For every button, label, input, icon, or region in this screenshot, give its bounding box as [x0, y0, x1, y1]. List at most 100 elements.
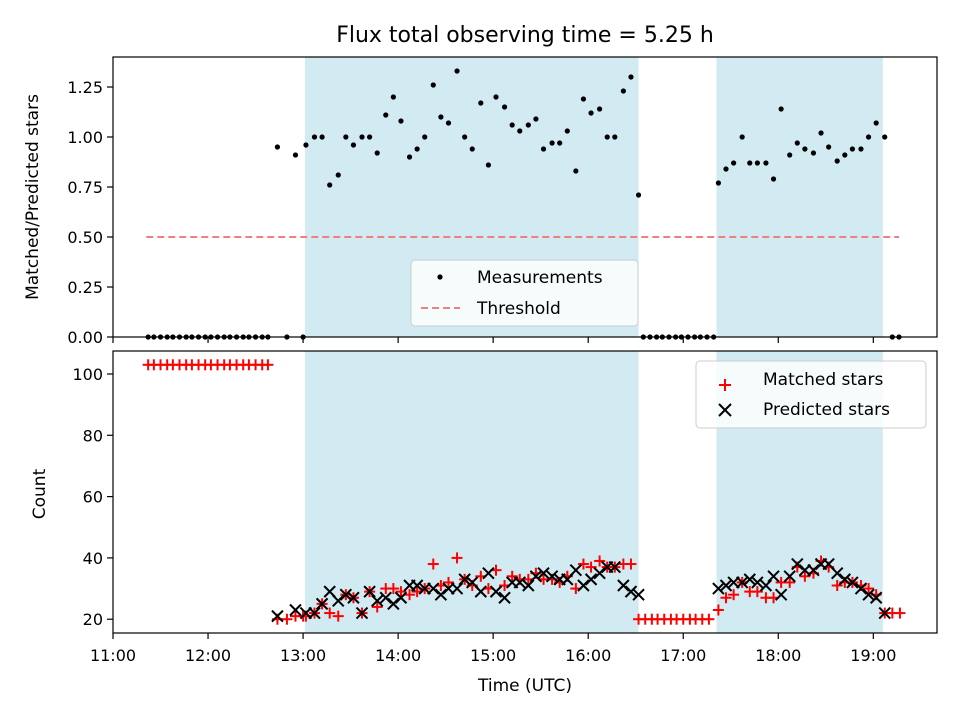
predicted-star-point [537, 567, 550, 580]
matched-star-point [703, 613, 715, 625]
measurement-point [438, 114, 444, 120]
measurement-point [422, 134, 428, 140]
matched-star-point [863, 583, 875, 595]
predicted-star-point [332, 594, 345, 608]
bot-x-tick-label: 19:00 [850, 646, 896, 665]
matched-star-point [281, 613, 293, 625]
measurement-point [430, 82, 436, 88]
measurement-point [292, 152, 299, 158]
matched-star-point [442, 576, 454, 588]
bot-x-tick-label: 12:00 [185, 646, 231, 665]
measurement-point [445, 120, 452, 126]
bottom-legend-box [695, 360, 927, 429]
measurement-point [350, 142, 357, 148]
predicted-star-point [862, 588, 875, 601]
predicted-star-point [569, 563, 583, 577]
measurement-point [493, 94, 499, 100]
bottom-x-ticks: 11:00 12:00 13:00 14:00 15:00 16:00 17:00 18:00… [90, 633, 896, 665]
matched-star-point [404, 589, 416, 601]
matched-star-point [894, 607, 906, 619]
predicted-star-point [513, 576, 526, 589]
bottom-y-axis-label: Count [30, 468, 50, 519]
measurement-point [834, 158, 840, 164]
predicted-star-point [427, 582, 440, 595]
measurement-point [763, 160, 769, 166]
predicted-star-point [774, 588, 788, 601]
measurement-point [635, 192, 642, 198]
measurement-point [818, 130, 824, 136]
measurement-point [882, 134, 888, 140]
measurement-point [604, 134, 610, 140]
measurement-point [469, 146, 475, 152]
predicted-star-point [529, 570, 543, 583]
predicted-star-point [434, 588, 448, 601]
legend-matched-marker [719, 379, 731, 391]
measurement-point [501, 104, 508, 110]
measurement-point [478, 100, 484, 106]
matched-star-point [324, 607, 336, 619]
measurement-point [802, 146, 808, 152]
predicted-star-point [608, 560, 622, 574]
measurement-point [540, 146, 547, 152]
measurement-point [628, 74, 634, 80]
predicted-star-point [450, 582, 464, 595]
measurement-point [533, 116, 539, 122]
predicted-star-point [807, 563, 820, 577]
measurement-point [485, 162, 492, 168]
predicted-star-point [584, 573, 598, 586]
predicted-star-point [394, 591, 408, 604]
top-y-tick-label: 0.00 [67, 328, 103, 347]
measurement-point [731, 160, 737, 166]
predicted-star-point [363, 585, 376, 598]
measurement-point [303, 142, 309, 148]
predicted-star-point [783, 570, 796, 583]
bot-x-tick-label: 17:00 [660, 646, 706, 665]
matched-star-point [720, 592, 732, 604]
measurement-point [367, 134, 373, 140]
matched-star-point [262, 359, 274, 371]
matched-star-point [751, 586, 763, 598]
predicted-star-point [371, 594, 384, 608]
measurement-point [826, 144, 832, 150]
matched-star-point [577, 558, 589, 570]
predicted-star-point [735, 576, 749, 589]
figure-title: Flux total observing time = 5.25 h [336, 23, 714, 48]
measurement-point [549, 140, 555, 146]
matched-star-point [332, 610, 344, 622]
matched-star-point [799, 570, 811, 582]
measurement-point [517, 128, 523, 134]
measurement-point [343, 134, 349, 140]
bottom-legend: Matched stars Predicted stars [695, 360, 927, 429]
predicted-star-point [308, 606, 321, 620]
matched-star-point [625, 558, 637, 570]
measurement-point [620, 88, 626, 94]
top-y-axis-label: Matched/Predicted stars [23, 94, 43, 300]
measurement-point [383, 112, 389, 118]
measurement-point [509, 122, 515, 128]
bot-y-tick-label: 20 [83, 610, 103, 629]
measurement-point [406, 154, 413, 160]
measurement-point [335, 172, 341, 178]
measurement-point [858, 146, 864, 152]
measurement-point [612, 134, 618, 140]
predicted-star-point [759, 579, 773, 592]
predicted-star-point [355, 606, 369, 620]
measurement-point [754, 160, 760, 166]
bot-x-tick-label: 15:00 [470, 646, 516, 665]
predicted-star-point [791, 557, 804, 571]
top-measurement-points [145, 68, 902, 340]
measurement-point [747, 160, 753, 166]
bot-x-tick-label: 14:00 [375, 646, 421, 665]
measurement-point [462, 134, 468, 140]
legend-matched-label: Matched stars [763, 370, 883, 390]
predicted-star-point [522, 579, 535, 592]
predicted-star-point [624, 585, 638, 598]
predicted-star-point [719, 579, 733, 592]
top-shaded-spans [304, 57, 883, 337]
measurement-point [319, 134, 325, 140]
predicted-star-point [387, 597, 400, 611]
top-y-tick-label: 0.75 [67, 178, 103, 197]
measurement-point [274, 144, 281, 150]
top-legend-box [410, 259, 639, 327]
